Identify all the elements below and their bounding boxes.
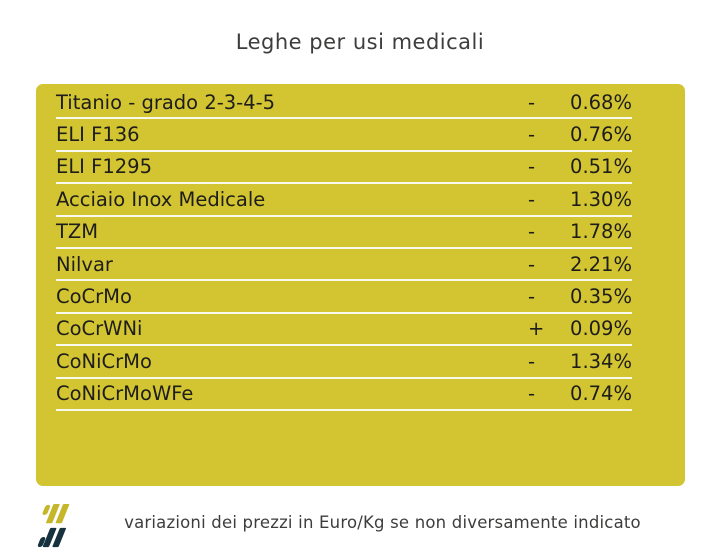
change-value: 0.76% xyxy=(570,123,632,147)
alloy-name: Acciaio Inox Medicale xyxy=(56,187,266,211)
change-value: 0.35% xyxy=(570,285,632,309)
alloy-name: TZM xyxy=(56,220,99,244)
table-row: ELI F1295 - 0.51% xyxy=(56,152,632,185)
change-sign: - xyxy=(528,187,536,211)
change-sign: - xyxy=(528,90,536,114)
page-title: Leghe per usi medicali xyxy=(235,30,485,54)
change-sign: - xyxy=(528,220,536,244)
change-sign: - xyxy=(528,123,536,147)
change-sign: - xyxy=(528,155,536,179)
alloy-name: ELI F1295 xyxy=(56,155,152,179)
change-value: 1.78% xyxy=(570,220,632,244)
alloy-name: Nilvar xyxy=(56,252,113,276)
table-row: Acciaio Inox Medicale - 1.30% xyxy=(56,184,632,217)
table-row: TZM - 1.78% xyxy=(56,217,632,249)
table-row: Nilvar - 2.21% xyxy=(56,249,632,282)
table-row: ELI F136 - 0.76% xyxy=(56,119,632,152)
alloy-name: CoCrMo xyxy=(56,285,132,309)
change-sign: - xyxy=(528,382,536,406)
footer: variazioni dei prezzi in Euro/Kg se non … xyxy=(0,502,720,550)
change-value: 0.74% xyxy=(570,382,632,406)
alloy-name: ELI F136 xyxy=(56,123,140,147)
change-value: 0.51% xyxy=(570,155,632,179)
table-row: CoNiCrMoWFe - 0.74% xyxy=(56,379,632,411)
change-value: 2.21% xyxy=(570,252,632,276)
double-slash-logo-icon xyxy=(37,504,70,548)
alloys-price-table: Titanio - grado 2-3-4-5 - 0.68% ELI F136… xyxy=(36,84,685,486)
table-row: CoCrMo - 0.35% xyxy=(56,281,632,314)
table-row: CoNiCrMo - 1.34% xyxy=(56,346,632,379)
footer-note: variazioni dei prezzi in Euro/Kg se non … xyxy=(124,513,641,532)
alloy-name: Titanio - grado 2-3-4-5 xyxy=(56,90,276,114)
change-value: 0.09% xyxy=(570,317,632,341)
alloy-name: CoNiCrMoWFe xyxy=(56,382,194,406)
alloy-name: CoNiCrMo xyxy=(56,349,152,373)
alloy-name: CoCrWNi xyxy=(56,317,143,341)
change-sign: - xyxy=(528,285,536,309)
change-sign: + xyxy=(528,317,545,341)
change-value: 1.30% xyxy=(570,187,632,211)
table-row: Titanio - grado 2-3-4-5 - 0.68% xyxy=(56,87,632,120)
change-value: 0.68% xyxy=(570,90,632,114)
table-row: CoCrWNi + 0.09% xyxy=(56,314,632,347)
change-sign: - xyxy=(528,349,536,373)
change-value: 1.34% xyxy=(570,349,632,373)
change-sign: - xyxy=(528,252,536,276)
